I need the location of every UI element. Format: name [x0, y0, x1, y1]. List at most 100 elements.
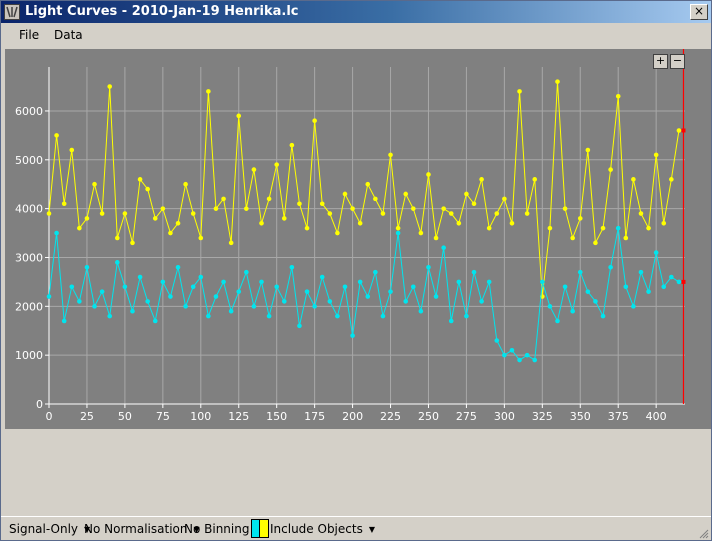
data-point: [509, 220, 515, 226]
series-color-swatch-yellow[interactable]: [259, 519, 269, 538]
menu-data[interactable]: Data: [54, 28, 83, 42]
resize-grip-icon[interactable]: [699, 529, 709, 539]
data-point: [540, 279, 545, 285]
data-point: [206, 89, 211, 94]
data-point: [198, 274, 204, 280]
data-point: [92, 304, 97, 309]
series-line-0: [48, 81, 680, 297]
data-point: [175, 220, 181, 226]
data-point: [137, 177, 143, 182]
data-point: [418, 308, 424, 314]
data-point: [251, 304, 257, 309]
data-point: [471, 201, 477, 207]
zoom-out-button[interactable]: −: [670, 54, 685, 69]
x-tick-label: 0: [46, 410, 53, 423]
data-point: [502, 352, 507, 358]
menu-file[interactable]: File: [19, 28, 40, 42]
data-point: [152, 216, 158, 221]
data-point: [608, 167, 613, 172]
data-point: [236, 113, 242, 119]
chevron-down-icon: ▼: [368, 525, 375, 534]
data-point: [653, 250, 659, 255]
data-point: [631, 304, 636, 309]
data-point: [532, 177, 538, 182]
data-point: [175, 264, 181, 270]
data-point: [281, 216, 287, 221]
data-point: [115, 235, 120, 241]
data-point: [464, 313, 469, 319]
data-point: [456, 220, 462, 226]
data-point: [395, 225, 401, 231]
data-point: [190, 211, 196, 216]
data-point: [160, 279, 166, 285]
data-point: [183, 181, 188, 187]
data-point: [77, 225, 82, 231]
data-point: [168, 294, 173, 299]
data-point: [335, 313, 340, 319]
data-point: [426, 264, 431, 270]
y-tick-label: 2000: [15, 300, 43, 313]
data-point: [319, 274, 325, 280]
data-point: [448, 318, 454, 324]
data-point: [623, 284, 629, 290]
data-point: [441, 245, 446, 251]
data-point: [395, 230, 401, 236]
data-point: [532, 357, 538, 363]
data-point: [190, 284, 196, 290]
data-point: [327, 299, 333, 304]
data-point: [297, 201, 302, 207]
data-point: [244, 269, 249, 275]
x-tick-label: 125: [228, 410, 249, 423]
light-curve-plot[interactable]: 0 1000 2000 3000 4000 5000 6000 0 25 50 75 100 125 15…: [5, 49, 711, 429]
data-point: [486, 225, 492, 231]
x-tick-label: 225: [380, 410, 401, 423]
app-icon: [4, 4, 20, 20]
x-tick-label: 25: [80, 410, 94, 423]
close-button[interactable]: ×: [690, 4, 708, 20]
normalisation-dropdown[interactable]: No Normalisation ▼: [84, 522, 200, 536]
data-point: [327, 211, 333, 216]
data-point: [570, 235, 575, 241]
data-point: [373, 269, 378, 275]
y-tick-label: 1000: [15, 349, 43, 362]
light-curve-chart: 0 1000 2000 3000 4000 5000 6000 0 25 50 75 100 125 15…: [15, 49, 686, 423]
data-point: [46, 294, 52, 299]
data-point: [608, 264, 613, 270]
data-point: [638, 211, 644, 216]
zoom-in-button[interactable]: +: [653, 54, 668, 69]
data-point: [350, 333, 355, 338]
x-tick-label: 50: [118, 410, 132, 423]
x-tick-label: 325: [532, 410, 553, 423]
data-point: [646, 225, 651, 231]
x-tick-label: 375: [608, 410, 629, 423]
data-point: [577, 216, 583, 221]
data-point: [441, 206, 446, 211]
title-bar[interactable]: Light Curves - 2010-Jan-19 Henrika.lc ×: [1, 1, 711, 23]
chevron-down-icon: ▼: [84, 525, 91, 534]
x-tick-label: 100: [190, 410, 211, 423]
data-point: [54, 230, 59, 236]
data-point: [661, 284, 667, 290]
binning-dropdown[interactable]: No Binning▼: [184, 522, 262, 536]
data-point: [464, 191, 469, 197]
data-point: [289, 142, 295, 148]
data-point: [593, 240, 598, 246]
data-point: [92, 181, 97, 187]
include-objects-dropdown[interactable]: Include Objects ▼: [270, 522, 375, 536]
signal-mode-dropdown[interactable]: Signal-Only ▼: [9, 522, 90, 536]
data-point: [410, 284, 416, 290]
data-point: [221, 196, 226, 202]
data-point: [456, 279, 462, 285]
data-point: [562, 284, 568, 290]
data-point: [122, 211, 128, 216]
data-point: [365, 294, 371, 299]
data-point: [502, 196, 507, 202]
data-point: [274, 162, 279, 167]
data-point: [380, 313, 386, 319]
data-point: [350, 206, 355, 211]
data-point: [84, 216, 90, 221]
x-tick-label: 200: [342, 410, 363, 423]
data-point: [312, 304, 317, 309]
x-tick-label: 150: [266, 410, 287, 423]
